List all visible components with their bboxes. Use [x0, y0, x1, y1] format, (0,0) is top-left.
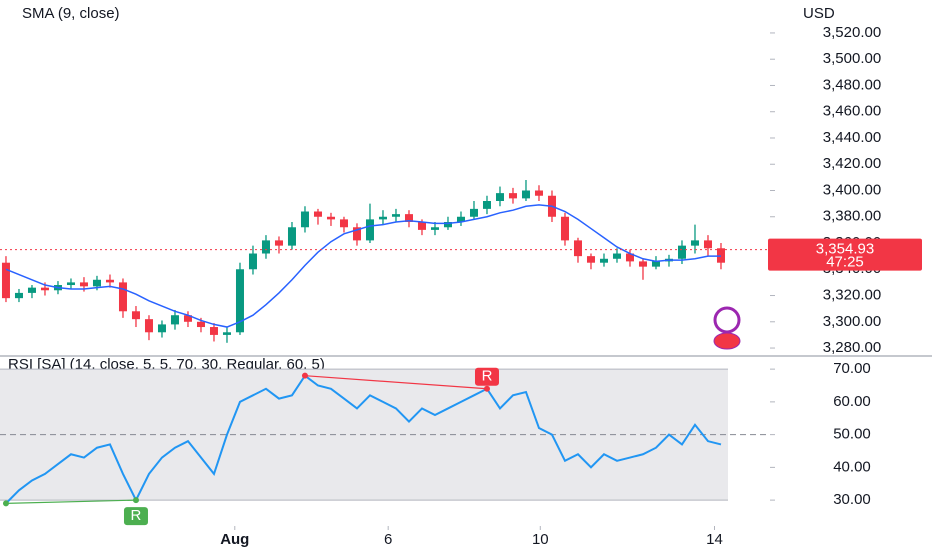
divergence-point — [2, 500, 9, 507]
candle-body — [365, 219, 374, 241]
y-tick-label: 3,400.00 — [823, 181, 881, 198]
candle-body — [443, 222, 452, 228]
candle-body — [326, 216, 335, 220]
candle-body — [599, 258, 608, 263]
candle-body — [456, 216, 465, 223]
y-tick-label: 70.00 — [833, 360, 871, 377]
candle-body — [378, 216, 387, 220]
candle-body — [183, 315, 192, 322]
x-tick-label: Aug — [220, 531, 249, 548]
candle-body — [105, 279, 114, 283]
y-tick-label: 30.00 — [833, 491, 871, 508]
candle-body — [118, 282, 127, 312]
divergence-label: R — [131, 507, 142, 524]
rsi-line — [5, 374, 722, 505]
y-tick-label: 3,500.00 — [823, 50, 881, 67]
candle-body — [300, 211, 309, 228]
y-tick-label: 3,440.00 — [823, 129, 881, 146]
candle-body — [1, 262, 10, 299]
candle-body — [79, 282, 88, 287]
candle-body — [235, 269, 244, 333]
divergence-tag — [123, 507, 148, 526]
candle-body — [703, 240, 712, 249]
candle-body — [196, 321, 205, 328]
candle-body — [521, 190, 530, 199]
x-tick-label: 10 — [532, 531, 549, 548]
candle-body — [157, 324, 166, 333]
y-tick-label: 3,480.00 — [823, 76, 881, 93]
candle-body — [248, 253, 257, 270]
candle-body — [391, 214, 400, 217]
candle-body — [274, 240, 283, 246]
price-tag-label: 3,354.93 — [816, 241, 874, 258]
candle-body — [14, 292, 23, 299]
candle-body — [261, 240, 270, 254]
y-tick-label: 3,280.00 — [823, 339, 881, 356]
sma-line — [5, 204, 721, 328]
y-tick-label: 3,460.00 — [823, 103, 881, 120]
candle-body — [508, 193, 517, 199]
candle-body — [534, 190, 543, 196]
candle-body — [339, 219, 348, 228]
candle-body — [40, 287, 49, 291]
price-tag — [768, 238, 922, 271]
candle-body — [690, 240, 699, 246]
candle-body — [352, 227, 361, 241]
candle-body — [27, 287, 36, 293]
candle-body — [469, 208, 478, 217]
countdown-label: 47:25 — [826, 254, 864, 271]
divergence-point — [483, 385, 490, 392]
candle-body — [209, 327, 218, 335]
candle-body — [144, 319, 153, 333]
candle-body — [638, 261, 647, 267]
candle-body — [482, 201, 491, 209]
y-tick-label: 60.00 — [833, 393, 871, 410]
candle-body — [313, 211, 322, 217]
candle-body — [612, 253, 621, 259]
candle-body — [92, 279, 101, 287]
candle-body — [495, 193, 504, 202]
indicator-legend: SMA (9, close) — [22, 5, 120, 22]
candle-body — [287, 227, 296, 246]
currency-label: USD — [803, 5, 835, 22]
divergence-point — [132, 497, 139, 504]
y-tick-label: 3,300.00 — [823, 313, 881, 330]
candle-body — [222, 332, 231, 335]
y-tick-label: 3,520.00 — [823, 24, 881, 41]
divergence-point — [301, 372, 308, 379]
candle-body — [404, 214, 413, 223]
candle-body — [430, 227, 439, 230]
candle-body — [651, 261, 660, 267]
candle-body — [66, 282, 75, 286]
divergence-line — [5, 499, 136, 504]
candle-body — [625, 253, 634, 262]
divergence-label: R — [482, 368, 493, 385]
y-tick-label: 50.00 — [833, 426, 871, 443]
candle-body — [131, 311, 140, 320]
x-tick-label: 14 — [706, 531, 723, 548]
candle-body — [417, 222, 426, 230]
y-tick-label: 40.00 — [833, 458, 871, 475]
x-tick-label: 6 — [384, 531, 392, 548]
icon — [713, 332, 741, 350]
y-tick-label: 3,420.00 — [823, 155, 881, 172]
candle-body — [586, 256, 595, 263]
candle-body — [573, 240, 582, 257]
logo-icons — [713, 306, 741, 350]
divergence-line — [304, 375, 488, 390]
candle-body — [677, 245, 686, 259]
divergence-tag — [474, 367, 499, 386]
y-tick-label: 3,380.00 — [823, 208, 881, 225]
icon — [713, 306, 741, 334]
y-tick-label: 3,320.00 — [823, 286, 881, 303]
candle-body — [170, 315, 179, 325]
candle-body — [560, 216, 569, 241]
